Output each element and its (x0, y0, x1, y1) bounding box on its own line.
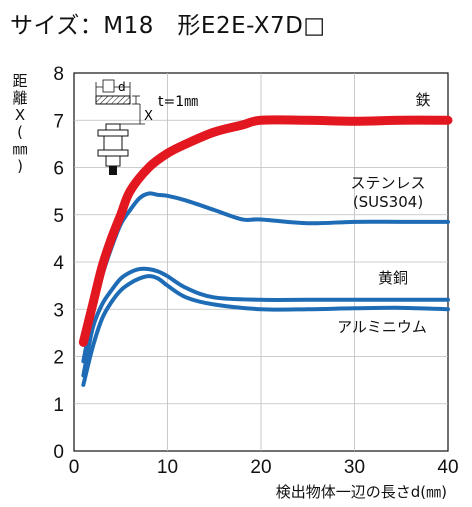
y-tick-label-8: 8 (53, 64, 64, 85)
y-tick-label-0: 0 (53, 442, 64, 463)
x-tick-labels: 0 10 20 30 40 (69, 457, 459, 478)
series-line-2 (81, 266, 450, 378)
y-tick-label-7: 7 (53, 111, 64, 132)
series-label-brass: 黄銅 (378, 269, 408, 287)
sensor-diagram: d t=1㎜ X (95, 79, 198, 175)
series-label-iron: 鉄 (415, 91, 430, 109)
series-lines (78, 115, 453, 387)
series-label-aluminum: アルミニウム (337, 318, 427, 336)
y-tick-label-5: 5 (53, 206, 64, 227)
y-axis-label-char-4: ㎜ (12, 140, 27, 158)
grid-lines (74, 73, 448, 451)
chart-title: サイズ：M18 形E2E-X7D□ (10, 13, 326, 39)
sensor-head (105, 123, 121, 131)
series-line-3 (81, 274, 450, 387)
y-axis-label-char-2: X (15, 106, 25, 124)
sensor-tail (105, 155, 121, 167)
x-tick-label-4: 40 (437, 457, 458, 478)
t-label: t=1㎜ (158, 94, 198, 110)
y-tick-labels: 0 1 2 3 4 5 6 7 8 (53, 64, 64, 463)
y-tick-label-1: 1 (53, 395, 64, 416)
y-axis-label-char-3: ( (17, 123, 23, 141)
d-label: d (118, 80, 126, 94)
y-tick-label-2: 2 (53, 348, 64, 369)
y-tick-label-6: 6 (53, 159, 64, 180)
x-axis-label: 検出物体一辺の長さd(㎜) (276, 483, 447, 501)
sensor-nut-bottom (97, 149, 129, 157)
y-tick-label-3: 3 (53, 300, 64, 321)
target-plate (95, 95, 131, 105)
x-label: X (144, 109, 153, 124)
sensor-nut-top (97, 129, 129, 137)
x-tick-label-3: 30 (344, 457, 365, 478)
x-tick-label-1: 10 (157, 457, 178, 478)
d-label-box (102, 79, 115, 93)
series-line-0 (78, 115, 453, 347)
x-tick-label-2: 20 (250, 457, 271, 478)
series-label-stainless-2: (SUS304) (353, 193, 423, 211)
y-axis-label: 距離X(㎜) (12, 72, 27, 175)
sensor-body (103, 135, 123, 151)
series-label-stainless: ステンレス (350, 174, 425, 192)
x-tick-label-0: 0 (69, 457, 80, 478)
y-tick-label-4: 4 (53, 253, 64, 274)
sensor-cable (109, 166, 117, 175)
y-axis-label-char-1: 離 (12, 89, 27, 107)
y-axis-label-char-5: ) (17, 157, 23, 175)
y-axis-label-char-0: 距 (12, 72, 27, 90)
